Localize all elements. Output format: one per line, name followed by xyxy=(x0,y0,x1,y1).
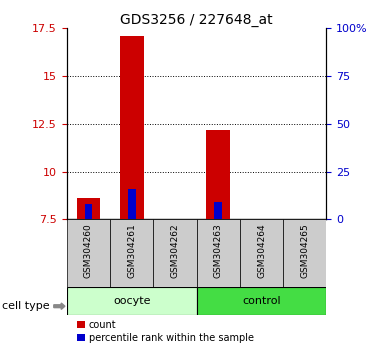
Bar xyxy=(197,287,326,315)
Bar xyxy=(240,219,283,287)
Bar xyxy=(76,199,100,219)
Text: oocyte: oocyte xyxy=(113,296,151,306)
Text: GSM304261: GSM304261 xyxy=(127,223,136,278)
Title: GDS3256 / 227648_at: GDS3256 / 227648_at xyxy=(120,13,273,27)
Bar xyxy=(128,189,135,219)
Bar xyxy=(85,204,92,219)
Bar xyxy=(110,219,153,287)
Text: GSM304264: GSM304264 xyxy=(257,223,266,278)
Bar xyxy=(283,219,326,287)
Text: GSM304260: GSM304260 xyxy=(84,223,93,278)
Bar xyxy=(67,219,110,287)
Text: GSM304265: GSM304265 xyxy=(301,223,309,278)
Bar xyxy=(67,287,197,315)
Text: cell type: cell type xyxy=(2,301,49,311)
Bar xyxy=(214,202,222,219)
Bar xyxy=(153,219,197,287)
Bar xyxy=(197,219,240,287)
Text: control: control xyxy=(242,296,281,306)
Text: GSM304263: GSM304263 xyxy=(214,223,223,278)
Legend: count, percentile rank within the sample: count, percentile rank within the sample xyxy=(77,320,253,343)
Bar xyxy=(206,130,230,219)
Text: GSM304262: GSM304262 xyxy=(171,223,180,278)
Bar xyxy=(120,36,144,219)
